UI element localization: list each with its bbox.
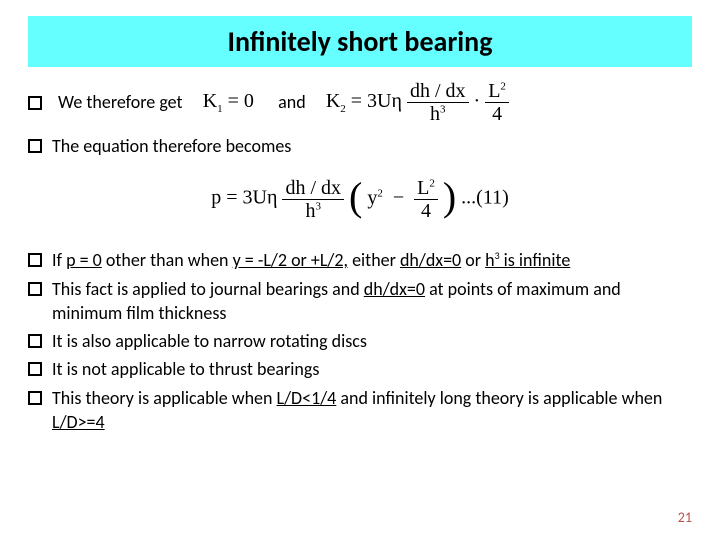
eq-k1-rhs: = 0 <box>228 90 254 112</box>
paren-open-icon: ( <box>349 170 362 224</box>
eq2-frac1-num: dh / dx <box>282 178 344 200</box>
eq-k2-dot: · <box>474 90 481 112</box>
bullet-icon <box>28 334 42 348</box>
eq-k2-frac1-den: h3 <box>407 103 469 124</box>
eq-k1-lhs: K <box>203 90 217 112</box>
equation-k1: K1 = 0 <box>203 88 254 117</box>
eq2-frac1-den: h3 <box>282 200 344 221</box>
equation-11: p = 3Uη dh / dx h3 ( y2 − L2 4 ) ...(11) <box>28 172 692 226</box>
eq2-lhs: p = 3Uη <box>211 187 277 209</box>
list-item: It is also applicable to narrow rotating… <box>28 329 692 353</box>
bullet-icon <box>28 282 42 296</box>
eq2-frac2-num: L2 <box>414 178 438 200</box>
line1-and: and <box>278 90 306 114</box>
bullet-1-text: If p = 0 other than when y = -L/2 or +L/… <box>52 248 692 272</box>
slide-number: 21 <box>678 509 692 526</box>
list-item: This theory is applicable when L/D<1/4 a… <box>28 386 692 435</box>
bullet-icon <box>28 362 42 376</box>
bullet-4-text: It is not applicable to thrust bearings <box>52 357 692 381</box>
bullet-icon <box>28 139 42 153</box>
eq2-y2: y2 <box>367 187 383 209</box>
bullet-list: If p = 0 other than when y = -L/2 or +L/… <box>28 248 692 434</box>
bullet-icon <box>28 253 42 267</box>
equation-k2: K2 = 3Uη dh / dx h3 · L2 4 <box>326 81 509 124</box>
slide: Infinitely short bearing We therefore ge… <box>0 0 720 540</box>
eq-k2-frac2-num: L2 <box>485 81 509 103</box>
bullet-2-text: This fact is applied to journal bearings… <box>52 277 692 326</box>
line2-text: The equation therefore becomes <box>52 134 692 158</box>
eq2-tail: ...(11) <box>461 187 509 209</box>
eq-k2-frac1-num: dh / dx <box>407 81 469 103</box>
bullet-icon <box>28 96 42 110</box>
eq-k2-lhs: K <box>326 90 340 112</box>
paren-close-icon: ) <box>443 170 456 224</box>
eq2-minus: − <box>393 187 404 209</box>
line1-pre: We therefore get <box>58 90 183 114</box>
eq2-frac1: dh / dx h3 <box>282 178 344 221</box>
eq2-frac2: L2 4 <box>414 178 438 221</box>
line-1: We therefore get K1 = 0 and K2 = 3Uη dh … <box>28 81 692 124</box>
eq-k2-coef: = 3Uη <box>351 90 402 112</box>
content-area: We therefore get K1 = 0 and K2 = 3Uη dh … <box>28 81 692 434</box>
eq-k2-frac2: L2 4 <box>485 81 509 124</box>
list-item: It is not applicable to thrust bearings <box>28 357 692 381</box>
page-title: Infinitely short bearing <box>28 24 692 59</box>
eq-k2-frac1: dh / dx h3 <box>407 81 469 124</box>
list-item: If p = 0 other than when y = -L/2 or +L/… <box>28 248 692 272</box>
title-bar: Infinitely short bearing <box>28 16 692 67</box>
line-2: The equation therefore becomes <box>28 134 692 158</box>
list-item: This fact is applied to journal bearings… <box>28 277 692 326</box>
eq-k1-sub: 1 <box>217 103 223 115</box>
eq-k2-frac2-den: 4 <box>485 103 509 124</box>
bullet-icon <box>28 391 42 405</box>
bullet-5-text: This theory is applicable when L/D<1/4 a… <box>52 386 692 435</box>
bullet-3-text: It is also applicable to narrow rotating… <box>52 329 692 353</box>
eq2-frac2-den: 4 <box>414 200 438 221</box>
eq-k2-sub: 2 <box>340 103 346 115</box>
